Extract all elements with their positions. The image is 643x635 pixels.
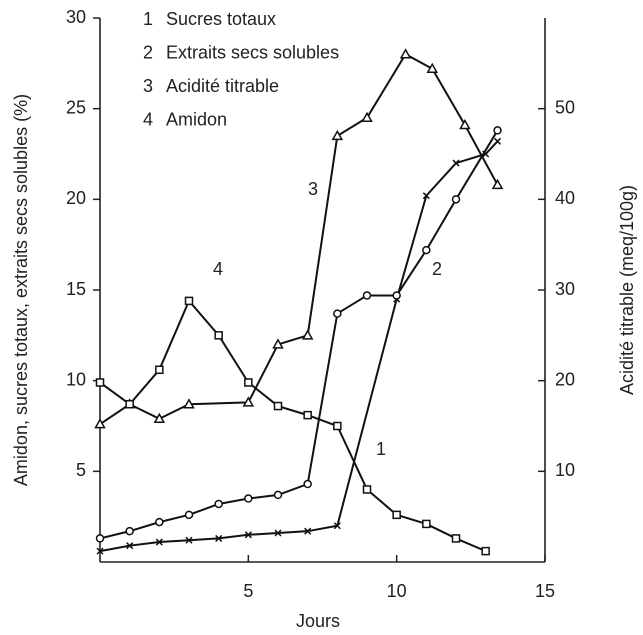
legend-label: Amidon <box>166 109 227 129</box>
marker <box>362 485 372 494</box>
marker <box>242 396 255 407</box>
marker <box>362 291 372 300</box>
x-tick-label: 15 <box>535 581 555 601</box>
marker <box>185 536 193 544</box>
marker <box>96 547 104 555</box>
marker <box>184 296 194 306</box>
marker <box>451 534 461 543</box>
marker <box>95 534 105 543</box>
marker <box>493 126 502 135</box>
y-tick-label: 25 <box>66 97 86 117</box>
marker <box>126 542 134 550</box>
marker <box>426 62 439 74</box>
marker <box>155 517 164 527</box>
series-line <box>99 140 499 553</box>
marker <box>303 479 312 489</box>
marker <box>214 331 223 340</box>
legend-number: 1 <box>143 9 153 29</box>
marker <box>451 195 461 204</box>
marker <box>94 418 106 429</box>
y2-tick-label: 20 <box>555 369 575 389</box>
curve-label: 2 <box>432 259 442 279</box>
marker <box>244 494 253 503</box>
marker <box>422 519 431 529</box>
marker <box>333 421 342 431</box>
marker <box>331 129 344 141</box>
marker <box>214 499 223 509</box>
marker <box>494 137 502 145</box>
y2-tick-label: 10 <box>555 460 575 480</box>
marker <box>155 365 164 375</box>
curve-label: 1 <box>376 439 386 459</box>
series-line <box>99 299 487 553</box>
y-tick-label: 20 <box>66 188 86 208</box>
y-tick-label: 5 <box>76 460 86 480</box>
y2-axis-title: Acidité titrable (meq/100g) <box>617 185 637 395</box>
y-tick-label: 15 <box>66 279 86 299</box>
marker <box>303 410 312 420</box>
marker <box>301 329 314 340</box>
marker <box>399 48 412 59</box>
y2-tick-label: 30 <box>555 279 575 299</box>
curve-label: 4 <box>213 259 223 279</box>
legend-number: 3 <box>143 76 153 96</box>
marker <box>333 309 342 318</box>
marker <box>273 490 283 500</box>
curve-label: 3 <box>308 179 318 199</box>
marker <box>244 531 252 539</box>
y-axis-title: Amidon, sucres totaux, extraits secs sol… <box>11 94 31 486</box>
marker <box>333 522 341 530</box>
marker <box>459 118 471 130</box>
marker <box>273 401 283 411</box>
marker <box>272 338 284 349</box>
marker <box>125 399 134 409</box>
marker <box>392 291 401 300</box>
marker <box>361 111 373 122</box>
marker <box>244 378 253 387</box>
legend-number: 4 <box>143 109 153 129</box>
legend-number: 2 <box>143 42 153 62</box>
marker <box>215 534 223 542</box>
y2-tick-label: 40 <box>555 188 575 208</box>
marker <box>153 412 166 423</box>
marker <box>304 527 312 535</box>
marker <box>481 546 490 556</box>
x-axis-title: Jours <box>296 611 340 631</box>
marker <box>155 538 163 546</box>
legend-label: Sucres totaux <box>166 9 276 29</box>
marker <box>125 526 134 536</box>
marker <box>392 510 401 520</box>
y-tick-label: 10 <box>66 369 86 389</box>
x-tick-label: 5 <box>243 581 253 601</box>
marker <box>422 245 431 255</box>
marker <box>452 159 460 167</box>
y2-tick-label: 50 <box>555 97 575 117</box>
marker <box>491 178 504 190</box>
marker <box>184 510 194 520</box>
legend-label: Acidité titrable <box>166 76 279 96</box>
series-line <box>99 129 499 540</box>
marker <box>274 529 282 537</box>
marker <box>422 192 430 200</box>
marker <box>95 378 105 387</box>
y-tick-label: 30 <box>66 7 86 27</box>
x-tick-label: 10 <box>387 581 407 601</box>
marker <box>183 398 195 409</box>
legend-label: Extraits secs solubles <box>166 42 339 62</box>
